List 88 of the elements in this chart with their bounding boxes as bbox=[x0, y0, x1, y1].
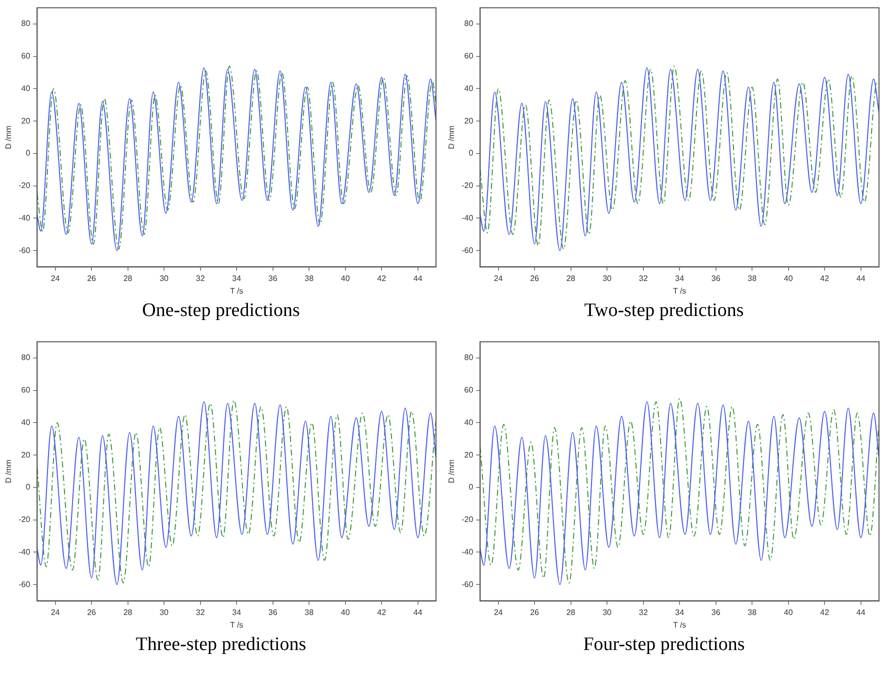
x-tick-label: 42 bbox=[820, 608, 830, 617]
y-tick-label: 80 bbox=[464, 353, 474, 362]
y-tick-label: -60 bbox=[462, 580, 474, 589]
y-tick-label: 40 bbox=[21, 418, 31, 427]
text: Four-step predictions bbox=[582, 633, 746, 657]
y-tick-label: 80 bbox=[21, 353, 31, 362]
y-tick-label: 0 bbox=[26, 482, 31, 492]
x-tick-label: 38 bbox=[304, 274, 314, 283]
x-tick-label: 38 bbox=[304, 608, 314, 617]
x-tick-label: 26 bbox=[87, 274, 97, 283]
x-tick-label: 28 bbox=[123, 274, 133, 283]
y-tick-label: -60 bbox=[462, 246, 474, 255]
x-tick-label: 32 bbox=[196, 608, 206, 617]
y-tick-label: 60 bbox=[464, 52, 474, 61]
y-tick-label: 40 bbox=[464, 84, 474, 93]
text: Two-step predictions bbox=[583, 299, 745, 323]
y-tick-label: -40 bbox=[462, 547, 474, 556]
y-tick-label: -60 bbox=[18, 246, 31, 255]
x-tick-label: 28 bbox=[566, 608, 576, 617]
x-axis-title: T /s bbox=[672, 620, 686, 630]
x-tick-label: 28 bbox=[123, 608, 133, 617]
y-tick-label: 40 bbox=[464, 418, 474, 427]
x-tick-label: 30 bbox=[160, 274, 170, 283]
x-tick-label: 40 bbox=[784, 274, 794, 283]
x-tick-label: 38 bbox=[748, 608, 758, 617]
x-tick-label: 42 bbox=[377, 274, 387, 283]
y-tick-label: 20 bbox=[21, 116, 31, 126]
y-tick-label: -20 bbox=[462, 515, 474, 524]
y-tick-label: 20 bbox=[464, 450, 474, 460]
x-tick-label: 44 bbox=[413, 274, 423, 283]
y-tick-label: 60 bbox=[21, 386, 31, 395]
y-tick-label: 40 bbox=[21, 84, 31, 93]
y-tick-label: -40 bbox=[462, 213, 474, 222]
x-tick-label: 42 bbox=[820, 274, 830, 283]
x-tick-label: 34 bbox=[675, 274, 685, 283]
x-tick-label: 32 bbox=[638, 274, 648, 283]
y-tick-label: 60 bbox=[21, 52, 31, 61]
x-tick-label: 38 bbox=[748, 274, 758, 283]
y-axis-title: D /mm bbox=[447, 125, 456, 150]
x-tick-label: 24 bbox=[50, 608, 60, 617]
x-tick-label: 36 bbox=[268, 274, 278, 283]
y-tick-label: -40 bbox=[18, 213, 31, 222]
x-tick-label: 28 bbox=[566, 274, 576, 283]
y-tick-label: 20 bbox=[464, 116, 474, 126]
x-tick-label: 34 bbox=[232, 608, 242, 617]
x-tick-label: 44 bbox=[856, 608, 866, 617]
x-axis-title: T /s bbox=[230, 620, 244, 630]
y-axis-title: D /mm bbox=[447, 459, 456, 484]
y-tick-label: 60 bbox=[464, 386, 474, 395]
x-axis-title: T /s bbox=[230, 286, 244, 296]
y-tick-label: 80 bbox=[464, 19, 474, 28]
text: One-step predictions bbox=[141, 299, 301, 323]
x-tick-label: 32 bbox=[196, 274, 206, 283]
x-tick-label: 24 bbox=[494, 608, 504, 617]
x-tick-label: 34 bbox=[675, 608, 685, 617]
x-axis-title: T /s bbox=[672, 286, 686, 296]
y-tick-label: 0 bbox=[468, 148, 474, 158]
y-tick-label: -20 bbox=[18, 515, 31, 524]
y-tick-label: -60 bbox=[18, 580, 31, 589]
x-tick-label: 40 bbox=[340, 608, 350, 617]
y-axis-title: D /mm bbox=[4, 459, 14, 484]
x-tick-label: 26 bbox=[87, 608, 97, 617]
x-tick-label: 42 bbox=[377, 608, 387, 617]
x-tick-label: 30 bbox=[602, 608, 612, 617]
x-tick-label: 24 bbox=[494, 274, 504, 283]
x-tick-label: 34 bbox=[232, 274, 242, 283]
y-tick-label: 80 bbox=[21, 19, 31, 28]
y-tick-label: -20 bbox=[462, 181, 474, 190]
y-tick-label: -20 bbox=[18, 181, 31, 190]
x-tick-label: 24 bbox=[50, 274, 60, 283]
x-tick-label: 32 bbox=[638, 608, 648, 617]
y-tick-label: -40 bbox=[18, 547, 31, 556]
text: Three-step predictions bbox=[134, 633, 308, 657]
x-tick-label: 36 bbox=[711, 608, 721, 617]
y-tick-label: 0 bbox=[26, 148, 31, 158]
x-tick-label: 26 bbox=[530, 274, 540, 283]
x-tick-label: 44 bbox=[413, 608, 423, 617]
y-tick-label: 0 bbox=[468, 482, 474, 492]
y-axis-title: D /mm bbox=[4, 125, 14, 150]
x-tick-label: 26 bbox=[530, 608, 540, 617]
x-tick-label: 30 bbox=[602, 274, 612, 283]
x-tick-label: 36 bbox=[711, 274, 721, 283]
x-tick-label: 40 bbox=[784, 608, 794, 617]
x-tick-label: 44 bbox=[856, 274, 866, 283]
x-tick-label: 40 bbox=[340, 274, 350, 283]
x-tick-label: 30 bbox=[160, 608, 170, 617]
y-tick-label: 20 bbox=[21, 450, 31, 460]
x-tick-label: 36 bbox=[268, 608, 278, 617]
